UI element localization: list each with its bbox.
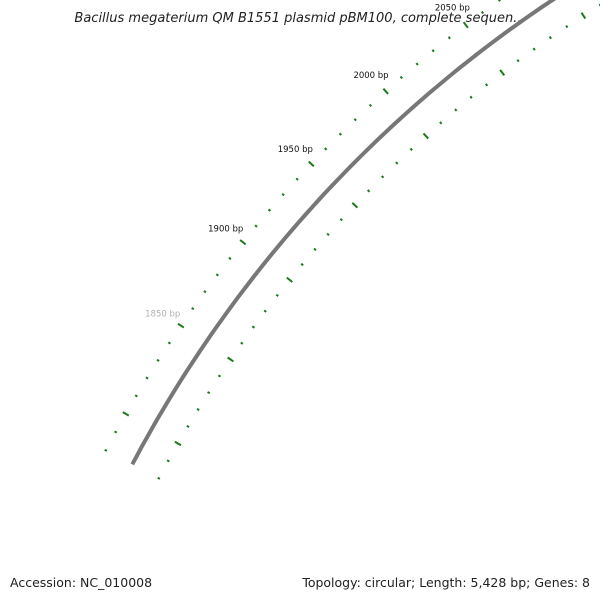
inner-minor-tick: [380, 175, 385, 179]
inner-minor-tick: [516, 59, 520, 63]
bp-label: 1950 bp: [278, 145, 313, 155]
inner-minor-tick: [339, 218, 343, 222]
outer-major-tick: [239, 239, 247, 246]
inner-major-tick: [286, 276, 293, 283]
outer-minor-tick: [167, 341, 171, 345]
inner-minor-tick: [313, 247, 317, 251]
outer-minor-tick: [114, 430, 118, 434]
outer-minor-tick: [228, 256, 232, 261]
outer-minor-tick: [104, 448, 108, 452]
inner-minor-tick: [207, 391, 211, 395]
outer-minor-tick: [215, 273, 219, 277]
inner-minor-tick: [251, 325, 255, 329]
inner-major-tick: [227, 356, 234, 363]
inner-major-tick: [580, 12, 587, 20]
bp-label: 1850 bp: [145, 309, 180, 319]
inner-minor-tick: [366, 189, 371, 193]
outer-minor-tick: [191, 307, 195, 311]
outer-minor-tick: [145, 376, 149, 380]
inner-minor-tick: [484, 83, 489, 87]
inner-minor-tick: [196, 407, 200, 411]
outer-minor-tick: [480, 10, 485, 15]
outer-major-tick: [462, 21, 469, 29]
inner-minor-tick: [565, 24, 569, 29]
inner-minor-tick: [263, 309, 267, 313]
bp-label: 2050 bp: [435, 4, 470, 14]
inner-minor-tick: [395, 161, 399, 165]
inner-minor-tick: [275, 293, 279, 297]
outer-minor-tick: [338, 132, 343, 136]
outer-minor-tick: [134, 394, 138, 398]
outer-minor-tick: [203, 290, 207, 294]
outer-major-tick: [382, 88, 389, 95]
outer-minor-tick: [415, 62, 419, 66]
inner-minor-tick: [409, 147, 413, 151]
outer-minor-tick: [324, 147, 328, 151]
bp-label: 2000 bp: [353, 71, 388, 81]
outer-major-tick: [122, 411, 130, 417]
outer-minor-tick: [353, 118, 357, 122]
inner-minor-tick: [439, 121, 443, 125]
inner-minor-tick: [186, 424, 190, 428]
inner-tick-ring: [157, 3, 600, 480]
outer-minor-tick: [281, 192, 285, 197]
outer-minor-tick: [399, 75, 403, 80]
outer-minor-tick: [497, 0, 501, 2]
bp-label: 1900 bp: [208, 224, 243, 234]
inner-minor-tick: [548, 36, 552, 40]
inner-minor-tick: [157, 476, 161, 480]
outer-minor-tick: [431, 49, 435, 53]
outer-minor-tick: [447, 36, 451, 40]
inner-minor-tick: [469, 95, 473, 99]
outer-minor-tick: [295, 177, 299, 181]
outer-major-tick: [308, 160, 315, 168]
outer-minor-tick: [254, 224, 258, 228]
inner-minor-tick: [217, 374, 222, 378]
outer-minor-tick: [368, 103, 373, 107]
inner-minor-tick: [166, 459, 170, 463]
outer-major-tick: [177, 322, 185, 329]
inner-major-tick: [351, 202, 359, 209]
map-title: Bacillus megaterium QM B1551 plasmid pBM…: [74, 11, 526, 26]
outer-tick-ring: [104, 0, 501, 452]
topology-summary: Topology: circular; Length: 5,428 bp; Ge…: [302, 575, 590, 590]
plasmid-backbone: [130, 0, 557, 466]
inner-minor-tick: [454, 108, 458, 112]
accession-label: Accession: NC_010008: [10, 575, 153, 590]
inner-major-tick: [174, 440, 182, 447]
inner-major-tick: [422, 132, 429, 140]
inner-minor-tick: [532, 47, 536, 51]
inner-minor-tick: [240, 341, 244, 345]
inner-minor-tick: [300, 262, 304, 267]
outer-minor-tick: [267, 208, 272, 212]
inner-major-tick: [499, 69, 506, 77]
outer-minor-tick: [156, 358, 160, 362]
inner-minor-tick: [326, 232, 330, 236]
